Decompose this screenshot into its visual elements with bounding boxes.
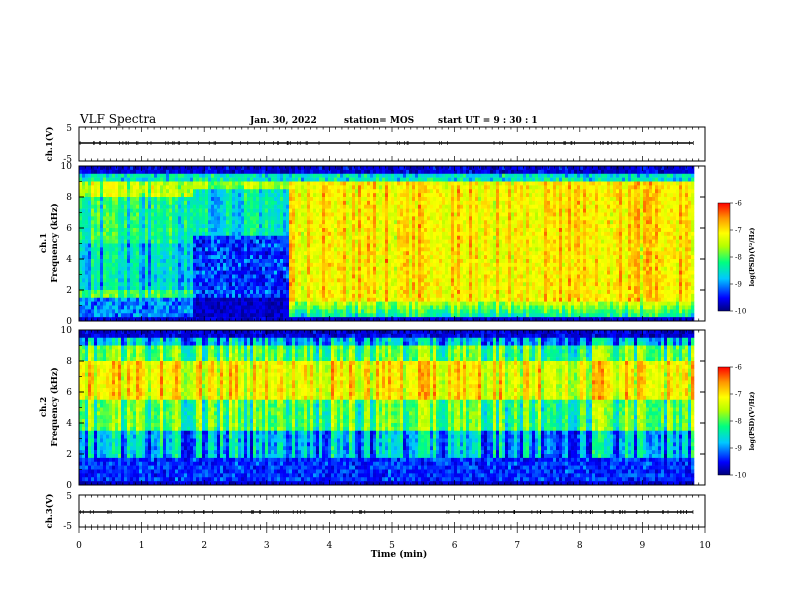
xtick-label: 2 (201, 541, 207, 551)
figure-title: VLF Spectra (79, 112, 156, 126)
ch2-spectrogram-ylabel-ch: ch.2 (39, 397, 49, 417)
ch2-spectrogram-ylabel: Frequency (kHz) (49, 367, 60, 446)
ch2-colorbar-label: log(PSD)(V²/Hz) (748, 392, 756, 451)
x-axis-label: Time (min) (371, 549, 428, 560)
xtick-label: 9 (640, 541, 646, 551)
colorbar-tick-label: -7 (735, 391, 742, 399)
ytick-label: 10 (61, 162, 73, 172)
xtick-label: 5 (389, 541, 395, 551)
ch1-waveform-panel: 5 -5 ch.1(V) (44, 124, 706, 165)
xtick-label: 1 (139, 541, 145, 551)
ytick-label: 4 (66, 419, 72, 429)
ytick-label: 0 (66, 317, 72, 327)
ch3-waveform-spikes (80, 510, 694, 514)
ch1-ytick-minus5: -5 (63, 155, 72, 165)
ch1-waveform-spikes (79, 141, 694, 145)
colorbar-tick-label: -8 (735, 418, 742, 426)
start-time-label: start UT = 9 : 30 : 1 (438, 116, 538, 126)
ytick-label: 2 (66, 286, 72, 296)
ytick-label: 4 (66, 255, 72, 265)
station-label: station= MOS (344, 116, 414, 126)
ch3-ytick-minus5: -5 (63, 522, 72, 532)
colorbar-tick-label: -7 (735, 227, 742, 235)
ch1-colorbar-label: log(PSD)(V²/Hz) (748, 228, 756, 287)
ch1-ytick-5: 5 (66, 124, 72, 134)
colorbar-tick-label: -9 (735, 281, 742, 289)
colorbar-tick-label: -10 (735, 308, 746, 316)
ch3-waveform-panel: 5 -5 ch.3(V) (44, 492, 706, 532)
xtick-label: 6 (452, 541, 458, 551)
ytick-label: 6 (66, 388, 72, 398)
ch1-spectrogram-yticks: 0 2 4 6 8 10 (61, 162, 705, 327)
ytick-label: 0 (66, 481, 72, 491)
ch2-colorbar-ticks: -6 -7 -8 -9 -10 (730, 364, 746, 480)
time-axis: 0 1 2 3 4 5 6 7 8 9 10 (76, 127, 711, 551)
colorbar-tick-label: -10 (735, 472, 746, 480)
ch2-spectrogram-panel: 0 2 4 6 8 10 ch.2 Frequency (kHz) (39, 326, 706, 491)
xtick-label: 0 (76, 541, 82, 551)
ch2-spectrogram-yticks: 0 2 4 6 8 10 (61, 326, 705, 491)
ch1-colorbar: -6 -7 -8 -9 -10 log(PSD)(V²/Hz) (717, 200, 756, 316)
ch1-spectrogram-panel: 0 2 4 6 8 10 ch.1 Frequency (kHz) (39, 162, 706, 327)
ch1-spectrogram-ylabel-ch: ch.1 (39, 233, 49, 253)
ch1-colorbar-ticks: -6 -7 -8 -9 -10 (730, 200, 746, 316)
ch1-spectrogram-image (79, 166, 695, 322)
ch2-colorbar: -6 -7 -8 -9 -10 log(PSD)(V²/Hz) (717, 364, 756, 480)
ch2-spectrogram-image (79, 330, 695, 486)
ch3-ylabel: ch.3(V) (44, 494, 55, 529)
ytick-label: 6 (66, 224, 72, 234)
colorbar-tick-label: -8 (735, 254, 742, 262)
colorbar-tick-label: -9 (735, 445, 742, 453)
ch1-spectrogram-ylabel: Frequency (kHz) (49, 203, 60, 282)
ch3-ytick-5: 5 (66, 492, 72, 502)
xtick-label: 10 (699, 541, 711, 551)
ytick-label: 2 (66, 450, 72, 460)
ytick-label: 8 (66, 357, 72, 367)
xtick-label: 3 (264, 541, 270, 551)
xtick-label: 8 (577, 541, 583, 551)
ytick-label: 10 (61, 326, 73, 336)
xtick-label: 4 (327, 541, 333, 551)
xtick-label: 7 (514, 541, 520, 551)
ytick-label: 8 (66, 193, 72, 203)
colorbar-tick-label: -6 (735, 200, 742, 208)
colorbar-tick-label: -6 (735, 364, 742, 372)
ch1-ylabel: ch.1(V) (44, 127, 55, 162)
date-label: Jan. 30, 2022 (249, 116, 317, 126)
